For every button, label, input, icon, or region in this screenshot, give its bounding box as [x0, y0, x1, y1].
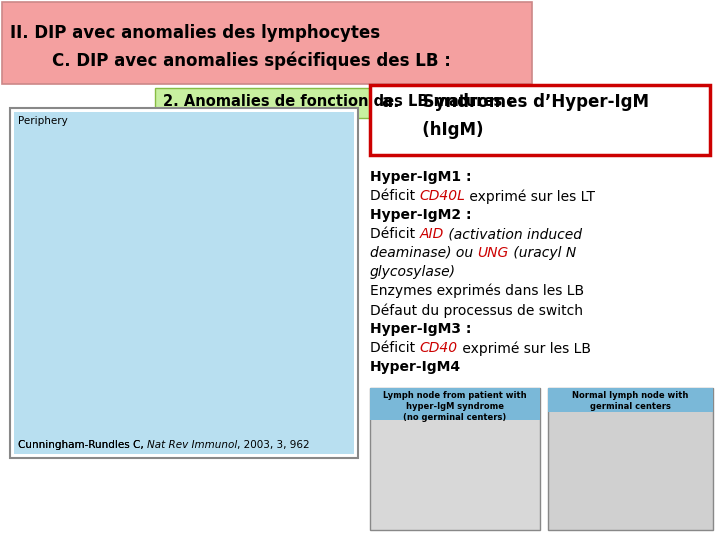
- FancyBboxPatch shape: [2, 2, 532, 84]
- FancyBboxPatch shape: [370, 388, 540, 530]
- Text: 2. Anomalies de fonction des LB matures :: 2. Anomalies de fonction des LB matures …: [163, 94, 513, 109]
- Text: CD40: CD40: [420, 341, 458, 355]
- Text: Lymph node from patient with
hyper-IgM syndrome
(no germinal centers): Lymph node from patient with hyper-IgM s…: [383, 391, 527, 422]
- FancyBboxPatch shape: [370, 85, 710, 155]
- FancyBboxPatch shape: [155, 88, 545, 118]
- Text: II. DIP avec anomalies des lymphocytes: II. DIP avec anomalies des lymphocytes: [10, 24, 380, 42]
- Text: Déficit: Déficit: [370, 189, 420, 203]
- Text: Cunningham-Rundles C,: Cunningham-Rundles C,: [18, 440, 147, 450]
- Text: AID: AID: [420, 227, 444, 241]
- Text: deaminase) ou: deaminase) ou: [370, 246, 477, 260]
- Text: , 2003, 3, 962: , 2003, 3, 962: [238, 440, 310, 450]
- Text: Déficit: Déficit: [370, 341, 420, 355]
- FancyBboxPatch shape: [548, 388, 713, 412]
- FancyBboxPatch shape: [10, 108, 358, 458]
- Text: Hyper-IgM2 :: Hyper-IgM2 :: [370, 208, 472, 222]
- FancyBboxPatch shape: [14, 112, 354, 454]
- Text: Enzymes exprimés dans les LB: Enzymes exprimés dans les LB: [370, 284, 584, 299]
- Text: CD40L: CD40L: [420, 189, 465, 203]
- Text: Nat Rev Immunol: Nat Rev Immunol: [147, 440, 238, 450]
- FancyBboxPatch shape: [370, 388, 540, 420]
- Text: (hIgM): (hIgM): [382, 121, 484, 139]
- Text: Défaut du processus de switch: Défaut du processus de switch: [370, 303, 583, 318]
- Text: Normal lymph node with
germinal centers: Normal lymph node with germinal centers: [572, 391, 689, 411]
- Text: Hyper-IgM3 :: Hyper-IgM3 :: [370, 322, 472, 336]
- Text: UNG: UNG: [477, 246, 509, 260]
- Text: Hyper-IgM4: Hyper-IgM4: [370, 360, 461, 374]
- Text: Cunningham-Rundles C,: Cunningham-Rundles C,: [18, 440, 147, 450]
- Text: (uracyl N: (uracyl N: [509, 246, 576, 260]
- Text: C. DIP avec anomalies spécifiques des LB :: C. DIP avec anomalies spécifiques des LB…: [52, 52, 451, 71]
- Text: (activation induced: (activation induced: [444, 227, 582, 241]
- Text: a.    Syndromes d’Hyper-IgM: a. Syndromes d’Hyper-IgM: [382, 93, 649, 111]
- Text: exprimé sur les LB: exprimé sur les LB: [458, 341, 590, 355]
- Text: Hyper-IgM1 :: Hyper-IgM1 :: [370, 170, 472, 184]
- Text: exprimé sur les LT: exprimé sur les LT: [465, 189, 595, 204]
- FancyBboxPatch shape: [548, 388, 713, 530]
- Text: Periphery: Periphery: [18, 116, 68, 126]
- Text: glycosylase): glycosylase): [370, 265, 456, 279]
- Text: Déficit: Déficit: [370, 227, 420, 241]
